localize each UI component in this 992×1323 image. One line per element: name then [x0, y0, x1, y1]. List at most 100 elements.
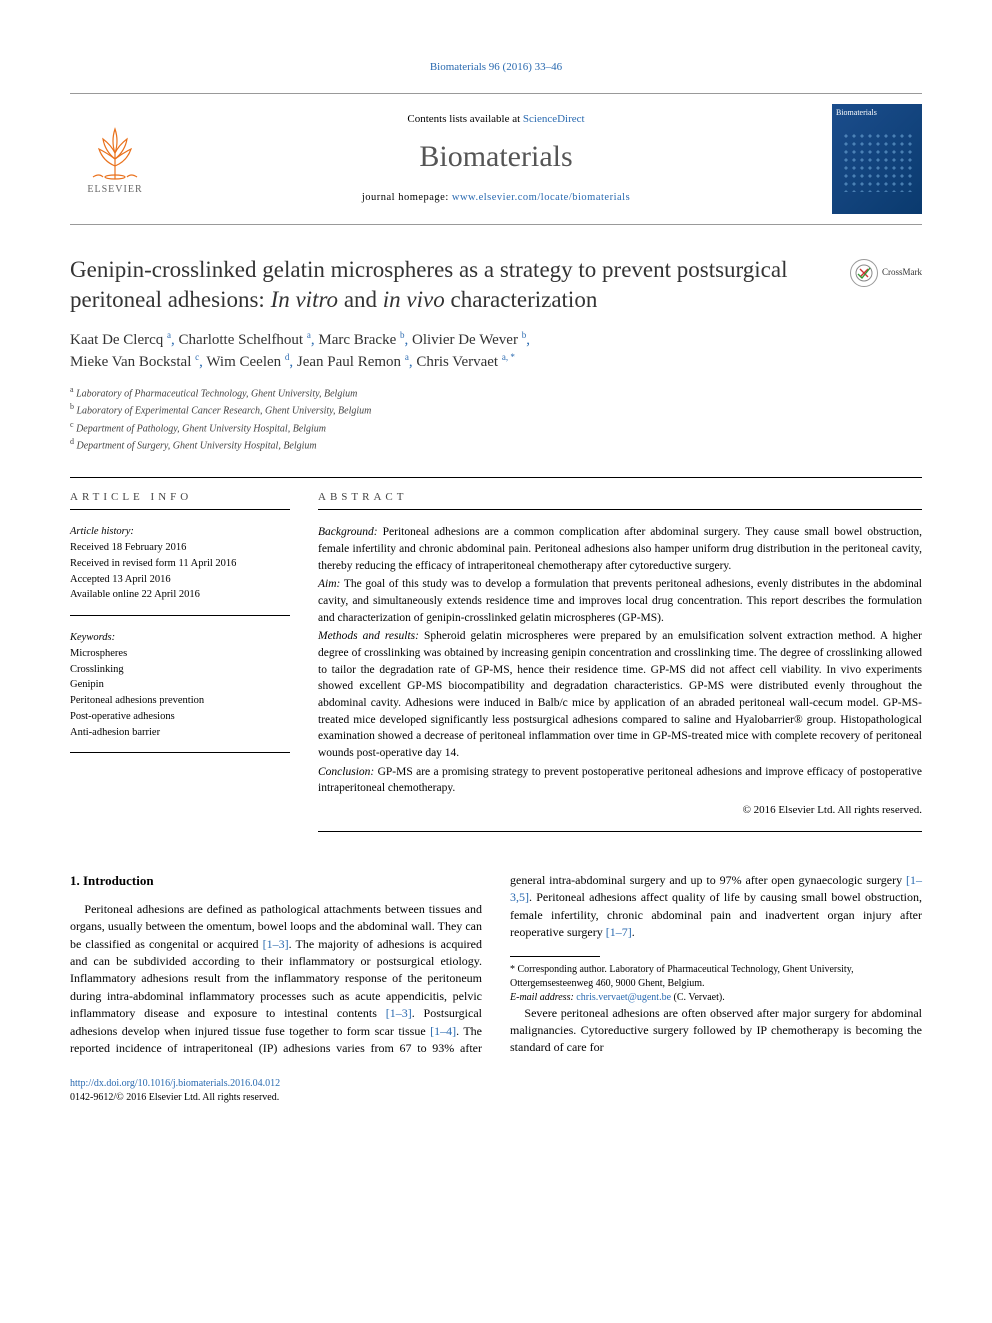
- crossmark-icon: [850, 259, 878, 287]
- history-accepted: Accepted 13 April 2016: [70, 572, 290, 588]
- article-title: Genipin-crosslinked gelatin microspheres…: [70, 255, 922, 315]
- aff-text: Department of Surgery, Ghent University …: [77, 440, 317, 451]
- abs-aim-label: Aim:: [318, 578, 340, 590]
- page-footer: http://dx.doi.org/10.1016/j.biomaterials…: [70, 1077, 922, 1105]
- aff-link[interactable]: a: [167, 330, 171, 340]
- title-it2: in vivo: [383, 287, 445, 312]
- citation-link[interactable]: [1–4]: [430, 1024, 456, 1038]
- keyword: Genipin: [70, 677, 290, 693]
- citation-link[interactable]: [1–3]: [263, 937, 289, 951]
- author-name: Charlotte Schelfhout: [179, 332, 304, 348]
- aff-key: c: [70, 420, 74, 429]
- corr-email-link[interactable]: chris.vervaet@ugent.be: [576, 992, 671, 1003]
- publisher-name: ELSEVIER: [87, 183, 142, 197]
- abs-conclusion: GP-MS are a promising strategy to preven…: [318, 766, 922, 795]
- aff-text: Laboratory of Experimental Cancer Resear…: [77, 406, 372, 417]
- issn-copyright: 0142-9612/© 2016 Elsevier Ltd. All right…: [70, 1091, 922, 1105]
- aff-text: Department of Pathology, Ghent Universit…: [76, 423, 326, 434]
- email-label: E-mail address:: [510, 992, 574, 1003]
- intro-para-2: Severe peritoneal adhesions are often ob…: [510, 1005, 922, 1057]
- elsevier-tree-icon: [85, 121, 145, 181]
- abs-methods-label: Methods and results:: [318, 630, 419, 642]
- abs-methods: Spheroid gelatin microspheres were prepa…: [318, 630, 922, 759]
- title-it1: In vitro: [271, 287, 339, 312]
- contents-line: Contents lists available at ScienceDirec…: [160, 112, 832, 127]
- cover-art-icon: [842, 132, 912, 192]
- text: . Peritoneal adhesions affect quality of…: [510, 890, 922, 939]
- abstract-column: ABSTRACT Background: Peritoneal adhesion…: [318, 478, 922, 832]
- aff-link[interactable]: a: [405, 352, 409, 362]
- affiliations: a Laboratory of Pharmaceutical Technolog…: [70, 384, 922, 453]
- author-name: Jean Paul Remon: [297, 354, 401, 370]
- keyword: Crosslinking: [70, 662, 290, 678]
- text: .: [632, 925, 635, 939]
- journal-cover-thumb: Biomaterials: [832, 104, 922, 214]
- abs-background-label: Background:: [318, 526, 378, 538]
- affiliation-row: c Department of Pathology, Ghent Univers…: [70, 419, 922, 436]
- corresponding-footnote: * Corresponding author. Laboratory of Ph…: [510, 963, 922, 1005]
- keyword: Peritoneal adhesions prevention: [70, 693, 290, 709]
- author-name: Wim Ceelen: [206, 354, 281, 370]
- meta-row: ARTICLE INFO Article history: Received 1…: [70, 477, 922, 832]
- aff-link[interactable]: c: [195, 352, 199, 362]
- keywords-title: Keywords:: [70, 630, 290, 646]
- sciencedirect-link[interactable]: ScienceDirect: [523, 113, 585, 125]
- masthead: ELSEVIER Contents lists available at Sci…: [70, 93, 922, 225]
- keywords-block: Keywords: Microspheres Crosslinking Geni…: [70, 630, 290, 753]
- aff-key: a: [70, 385, 74, 394]
- aff-link[interactable]: b: [522, 330, 527, 340]
- crossmark-label: CrossMark: [882, 267, 922, 279]
- email-attr: (C. Vervaet).: [674, 992, 725, 1003]
- homepage-link[interactable]: www.elsevier.com/locate/biomaterials: [452, 192, 630, 203]
- crossmark-widget[interactable]: CrossMark: [850, 259, 922, 287]
- history-online: Available online 22 April 2016: [70, 587, 290, 603]
- corr-text: * Corresponding author. Laboratory of Ph…: [510, 963, 922, 991]
- citation-link[interactable]: [1–7]: [606, 925, 632, 939]
- author-name: Chris Vervaet: [416, 354, 498, 370]
- abs-conclusion-label: Conclusion:: [318, 766, 374, 778]
- abs-aim: The goal of this study was to develop a …: [318, 578, 922, 623]
- cover-label: Biomaterials: [836, 108, 877, 117]
- intro-heading: 1. Introduction: [70, 872, 482, 891]
- author-name: Mieke Van Bockstal: [70, 354, 191, 370]
- author-name: Marc Bracke: [318, 332, 396, 348]
- history-received: Received 18 February 2016: [70, 540, 290, 556]
- title-p2: and: [338, 287, 383, 312]
- running-head: Biomaterials 96 (2016) 33–46: [70, 60, 922, 75]
- doi-link[interactable]: http://dx.doi.org/10.1016/j.biomaterials…: [70, 1078, 280, 1089]
- abstract-copyright: © 2016 Elsevier Ltd. All rights reserved…: [318, 803, 922, 819]
- contents-prefix: Contents lists available at: [407, 113, 522, 125]
- aff-link[interactable]: a: [307, 330, 311, 340]
- article-info-label: ARTICLE INFO: [70, 490, 290, 510]
- journal-name: Biomaterials: [160, 137, 832, 178]
- citation-link[interactable]: [1–3]: [386, 1006, 412, 1020]
- abstract-body: Background: Peritoneal adhesions are a c…: [318, 524, 922, 832]
- homepage-prefix: journal homepage:: [362, 192, 452, 203]
- history-revised: Received in revised form 11 April 2016: [70, 556, 290, 572]
- aff-text: Laboratory of Pharmaceutical Technology,…: [76, 388, 357, 399]
- aff-key: b: [70, 402, 74, 411]
- publisher-logo-block: ELSEVIER: [70, 121, 160, 197]
- aff-key: d: [70, 437, 74, 446]
- keyword: Microspheres: [70, 646, 290, 662]
- aff-link[interactable]: d: [285, 352, 290, 362]
- masthead-center: Contents lists available at ScienceDirec…: [160, 112, 832, 206]
- affiliation-row: d Department of Surgery, Ghent Universit…: [70, 436, 922, 453]
- history-title: Article history:: [70, 524, 290, 540]
- footnote-separator: [510, 956, 600, 957]
- author-name: Olivier De Wever: [412, 332, 518, 348]
- body-columns: 1. Introduction Peritoneal adhesions are…: [70, 872, 922, 1057]
- aff-link[interactable]: b: [400, 330, 405, 340]
- keyword: Post-operative adhesions: [70, 709, 290, 725]
- article-history: Article history: Received 18 February 20…: [70, 524, 290, 616]
- title-p3: characterization: [445, 287, 598, 312]
- abstract-label: ABSTRACT: [318, 490, 922, 510]
- aff-link[interactable]: a: [502, 352, 506, 362]
- affiliation-row: a Laboratory of Pharmaceutical Technolog…: [70, 384, 922, 401]
- keyword: Anti-adhesion barrier: [70, 725, 290, 741]
- corresponding-author-link[interactable]: *: [510, 352, 515, 362]
- affiliation-row: b Laboratory of Experimental Cancer Rese…: [70, 401, 922, 418]
- article-info-column: ARTICLE INFO Article history: Received 1…: [70, 478, 290, 832]
- homepage-line: journal homepage: www.elsevier.com/locat…: [160, 191, 832, 205]
- author-name: Kaat De Clercq: [70, 332, 163, 348]
